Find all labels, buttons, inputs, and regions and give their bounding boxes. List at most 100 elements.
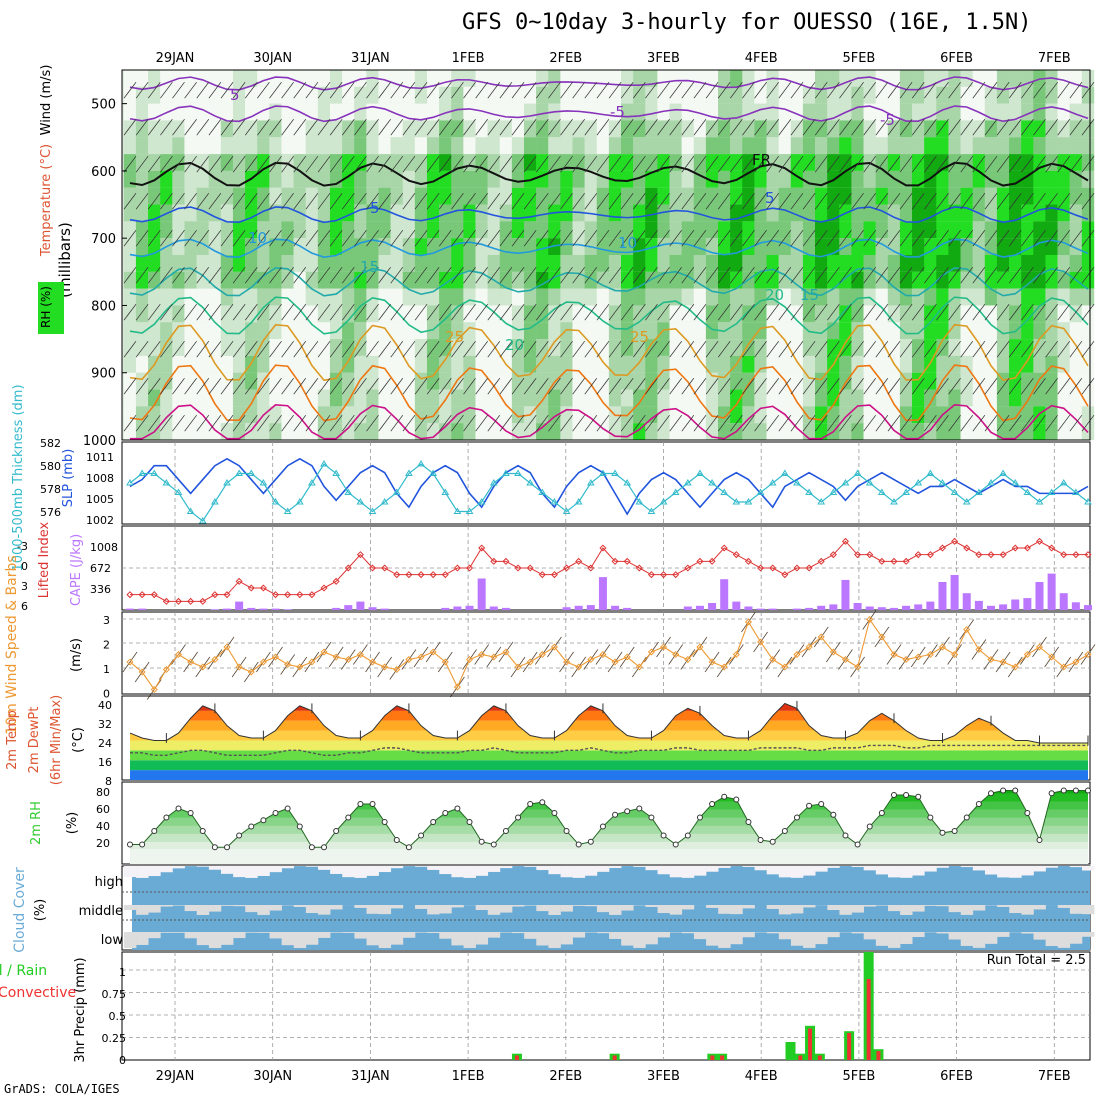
rh-shade-cell (402, 288, 416, 306)
rh-shade-cell (487, 70, 500, 87)
cape-bar (817, 605, 826, 610)
rh2m-marker (151, 828, 158, 834)
wind-barb (1057, 266, 1071, 284)
rh-band (130, 832, 1088, 842)
rh-shade-cell (1045, 339, 1058, 356)
wind-barb (269, 340, 282, 358)
wind-barb (596, 229, 610, 247)
rh-shade-cell (548, 187, 561, 205)
rh-shade-cell (1045, 389, 1058, 407)
wind10-marker (490, 653, 498, 661)
wind-barb (293, 377, 307, 395)
cape-bar (501, 607, 510, 610)
wind-barb (1008, 155, 1022, 173)
rh-shade-cell (511, 406, 525, 424)
rh-shade-cell (984, 137, 998, 155)
wind-barb (463, 118, 476, 136)
wind-barb (535, 414, 549, 432)
wind-barb (123, 229, 137, 247)
wind-barb (814, 377, 828, 395)
wind-barb (499, 192, 513, 210)
rh-shade-cell (754, 271, 767, 289)
rh-shade-cell (669, 238, 682, 255)
wind-barb (645, 340, 658, 358)
rh-shade-cell (851, 389, 864, 407)
rh-shade-cell (608, 305, 622, 323)
wind-barb (172, 229, 185, 247)
wind10-marker (635, 663, 643, 671)
wind-barb (802, 377, 816, 395)
rh-shade-cell (172, 372, 185, 390)
rh-shade-cell (1045, 170, 1058, 188)
rh-shade-cell (1081, 70, 1095, 87)
rh-shade-cell (899, 423, 913, 440)
wind10-unit-label: (m/s) (69, 638, 84, 672)
rh-shade-cell (1081, 406, 1095, 424)
date-label-bottom: 29JAN (156, 1069, 195, 1084)
thickness-marker (683, 479, 692, 486)
rh-shade-cell (827, 255, 840, 272)
rh-shade-cell (184, 137, 197, 155)
rh-shade-cell (536, 389, 549, 407)
cape-bar (380, 608, 389, 610)
rh-shade-cell (329, 406, 343, 424)
thickness-marker (1084, 498, 1092, 505)
cloud-high-gap (305, 866, 319, 867)
rh-shade-cell (426, 389, 440, 407)
wind-barb (147, 192, 161, 210)
rh-shade-cell (815, 238, 828, 255)
rh-shade-cell (778, 423, 792, 440)
rh-shade-cell (887, 103, 901, 121)
wind-barb (414, 266, 428, 284)
rh-shade-cell (584, 322, 598, 340)
li-marker (672, 571, 680, 579)
rh-shade-cell (815, 305, 828, 323)
rh-shade-cell (669, 255, 682, 272)
rh-shade-cell (620, 120, 634, 138)
rh-shade-cell (778, 187, 792, 205)
cape-bar (695, 605, 704, 610)
rh-shade-cell (232, 339, 246, 356)
rh-shade-cell (329, 355, 343, 373)
wind-barb (560, 340, 573, 358)
wind-barb (196, 81, 210, 99)
thickness-tick-label: 582 (40, 437, 61, 450)
cloud-low-gap (948, 932, 962, 940)
rh2m-marker (139, 841, 146, 848)
rh-shade-cell (596, 406, 610, 424)
li-tick-label: 3 (21, 580, 28, 593)
rh-shade-cell (705, 70, 719, 87)
rh-shade-cell (681, 305, 695, 323)
rh-shade-cell (754, 103, 767, 121)
wind10-marker (393, 665, 401, 674)
rh-shade-cell (378, 170, 391, 188)
rh-shade-cell (293, 221, 306, 239)
wind-barb (996, 192, 1010, 210)
wind-barb (948, 266, 961, 284)
rh-shade-cell (972, 355, 986, 373)
rh2m-marker (733, 796, 740, 803)
rh-shade-cell (184, 305, 197, 323)
cloud-low-gap (572, 932, 586, 938)
rh-shade-cell (463, 86, 476, 104)
rh-shade-cell (402, 187, 416, 205)
rh-shade-cell (1069, 423, 1083, 440)
wind-barb (899, 229, 913, 247)
rh-shade-cell (984, 221, 998, 239)
wind-barb (645, 192, 658, 210)
rh-shade-cell (390, 372, 403, 390)
cloud-high-gap (1033, 866, 1046, 872)
rh-shade-cell (220, 339, 234, 356)
wind10-marker (284, 660, 292, 669)
rh-shade-cell (742, 423, 755, 440)
rh-shade-cell (718, 271, 731, 289)
rh-shade-cell (936, 305, 949, 323)
wind10-marker (1084, 650, 1092, 659)
wind-barb (523, 229, 537, 247)
wind-barb (693, 155, 707, 173)
rh-shade-cell (475, 103, 488, 121)
wind-barb (147, 303, 161, 321)
rh-shade-cell (390, 86, 403, 104)
rh-shade-cell (1057, 372, 1070, 390)
rh-shade-cell (1009, 406, 1022, 424)
